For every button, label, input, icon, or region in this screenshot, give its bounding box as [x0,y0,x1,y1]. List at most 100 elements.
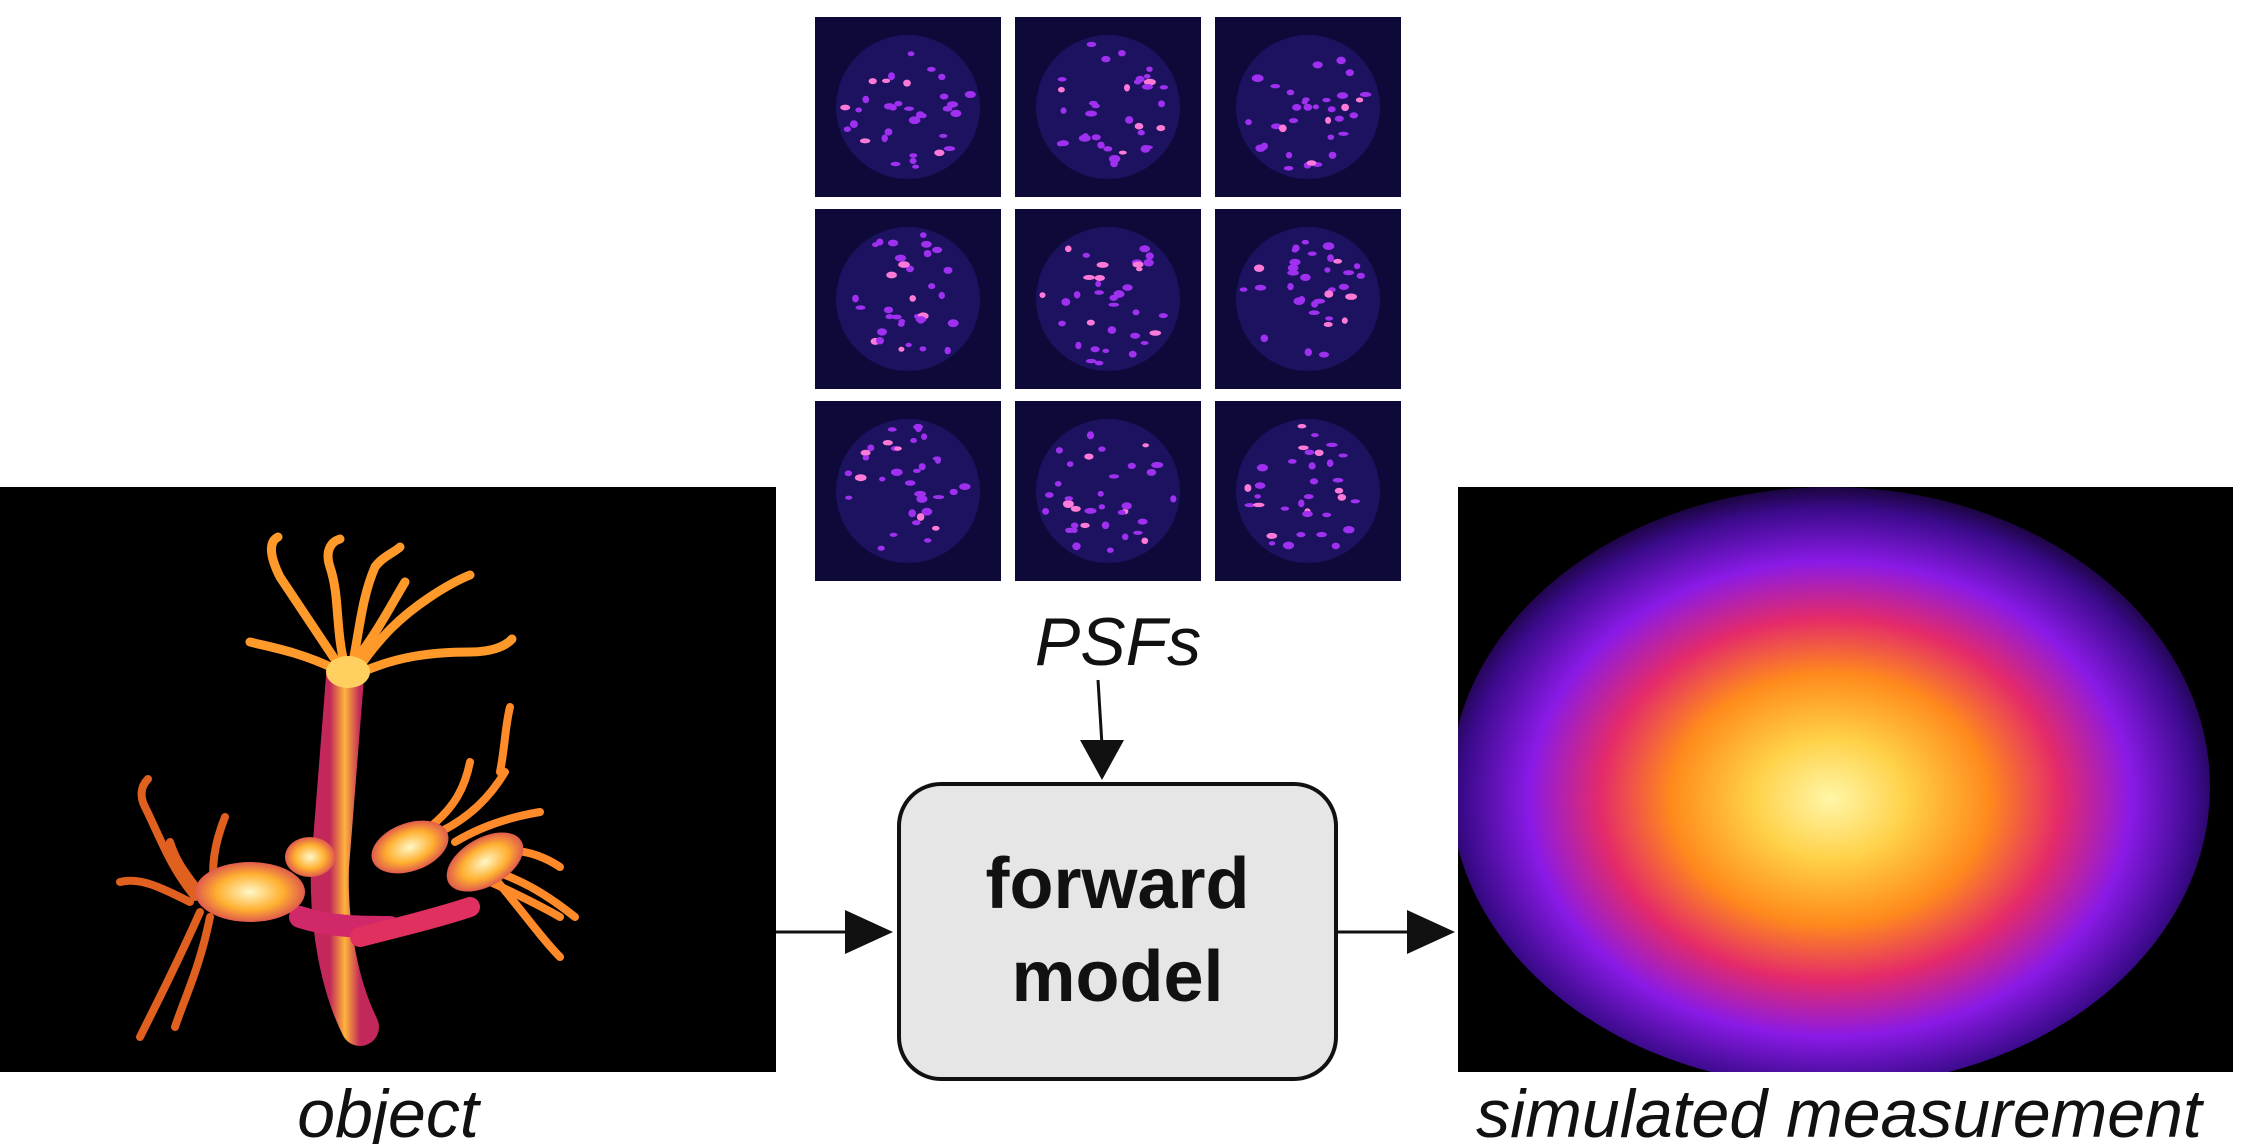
psf-spot [1088,100,1098,106]
psf-spot [1109,294,1118,301]
psf-spot [1325,116,1332,124]
psf-spot [1070,505,1081,512]
psf-spot [1316,531,1327,538]
psf-spot [909,295,916,302]
psf-spot [1349,112,1359,119]
psf-spot [1140,145,1151,153]
psf-spot [932,456,941,461]
psf-spot [1244,503,1256,508]
psf-spot [1071,527,1078,533]
psf-spot [855,107,862,113]
psf-spot [1086,431,1095,440]
psf-spot [903,79,911,87]
psf-spot [916,495,928,503]
psf-spot [852,294,859,303]
psf-spot [1287,270,1299,276]
psf-spot [1331,542,1340,550]
psf-spot [1108,474,1120,479]
forward-model-line2: model [1011,937,1224,1017]
psf-spot [1133,530,1143,535]
psf-spot [939,93,949,100]
psf-spot [1096,261,1109,268]
psf-tile [815,209,1001,389]
psf-spot [877,545,885,551]
psf-spot [1098,446,1106,452]
psf-spot [939,133,948,138]
psf-spot [1282,541,1295,550]
psf-spot [1334,115,1344,122]
psf-spot [1244,484,1252,492]
psf-spot [1285,151,1293,159]
psf-spot [1327,134,1335,140]
psf-spot [1303,103,1313,111]
psf-tile [1215,17,1401,197]
psf-spot [1287,459,1297,464]
psf-spot [1302,510,1313,518]
psf-spot [907,51,915,57]
psf-spot [1288,118,1299,124]
psf-spot [894,100,903,107]
psf-spot [1054,481,1062,487]
psf-spot [1311,433,1319,438]
forward-model-line1: forward [985,844,1250,924]
psf-spot [1251,74,1264,82]
psf-spot [1253,502,1265,508]
psf-spot [894,446,902,451]
psf-spot [1084,453,1094,460]
psf-spot [1296,532,1306,538]
psf-spot [1334,487,1344,494]
measurement-heatmap [1458,487,2233,1072]
psf-spot [1170,495,1177,503]
psf-spot [910,438,917,443]
psf-spot [1307,251,1317,256]
psf-spot [1108,302,1120,307]
psf-spot [1084,507,1097,514]
psf-spot [918,463,926,471]
psf-spot [1291,247,1298,253]
psf-spot [1268,541,1276,546]
psf-tile [815,401,1001,581]
psf-spot [1133,79,1142,85]
psf-spot [1303,494,1314,500]
psf-spot [1118,150,1127,155]
psf-spot [1097,490,1104,497]
psf-spot [923,538,932,543]
psf-spot [944,346,951,355]
psf-spot [1132,309,1140,316]
psf-spot [1101,55,1111,63]
psf-spot [1080,522,1090,529]
psf-spot [1095,280,1102,288]
psf-spot [1122,284,1133,291]
psf-spot [1124,84,1130,92]
psf-spot [1301,239,1310,245]
psf-spot [1326,442,1338,447]
psf-spot [1158,313,1168,319]
psf-spot [1324,267,1331,273]
psf-spot [908,509,916,518]
psf-spot [1287,283,1294,291]
psf-spot [1159,85,1168,90]
psf-spot [1062,500,1074,508]
psf-spot [862,95,870,104]
psf-spot [1341,103,1349,112]
psf-spot [1322,242,1335,250]
psf-spot [912,520,921,526]
psf-tile [815,17,1001,197]
psf-spot [1085,358,1097,364]
psf-spot [1319,351,1329,358]
psf-spot [1254,494,1261,499]
psf-spot [1254,284,1267,291]
psf-spot [928,283,936,290]
psf-spot [908,116,921,125]
psf-spot [1298,499,1305,508]
psf-spot [884,128,893,136]
psf-spot [854,474,867,482]
measurement-caption: simulated measurement [1476,1076,2202,1144]
psf-spot [876,337,884,345]
psf-spot [1304,348,1312,357]
psf-spot [1083,275,1095,280]
psf-spot [1283,166,1294,171]
psf-spot [860,449,871,456]
object-caption: object [297,1076,479,1144]
psf-spot [905,342,912,348]
